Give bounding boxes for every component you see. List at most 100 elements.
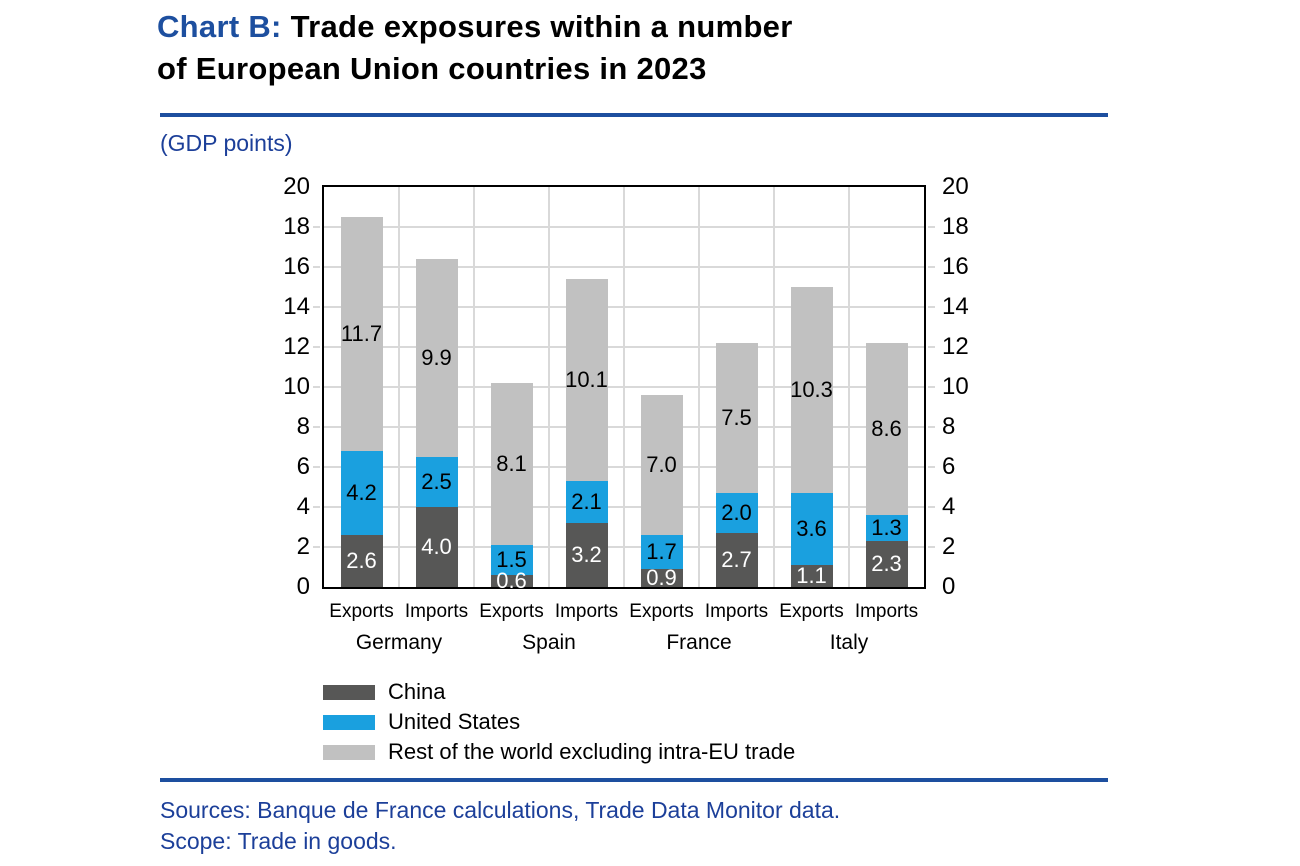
y-tick-right [928,266,935,268]
y-axis-label-left: 16 [283,253,310,280]
y-axis-label-left: 10 [283,373,310,400]
bottom-divider [160,778,1108,782]
y-axis-label-right: 2 [942,533,956,560]
legend-row: Rest of the world excluding intra-EU tra… [323,737,795,767]
x-tick-label-imports: Imports [404,601,469,622]
chart-title-line1-rest: Trade exposures within a number [281,9,793,44]
y-tick-left [313,426,320,428]
y-axis-label-right: 10 [942,373,969,400]
v-gridline [548,187,550,587]
y-axis-label-right: 20 [942,173,969,200]
legend-row: United States [323,707,795,737]
bar-segment-china [640,569,683,587]
country-label-spain: Spain [522,631,576,654]
y-axis-label-left: 0 [296,573,310,600]
y-axis-label-left: 14 [283,293,310,320]
bar-segment-rest_of_world [715,343,758,493]
value-label-rest_of_world: 7.0 [646,452,677,477]
legend-swatch-rest_of_world [323,744,375,760]
y-tick-left [313,546,320,548]
top-divider [160,113,1108,117]
bar-segment-united_states [490,545,533,575]
bar-segment-united_states [790,493,833,565]
y-axis-label-left: 2 [296,533,310,560]
value-label-rest_of_world: 10.3 [790,377,833,402]
y-axis-label-right: 4 [942,493,956,520]
value-label-china: 2.7 [721,547,752,572]
value-label-rest_of_world: 8.1 [496,451,527,476]
value-label-united_states: 4.2 [346,480,377,505]
x-tick-label-imports: Imports [854,601,919,622]
y-tick-right [928,386,935,388]
v-gridline [623,187,625,587]
chart-title-line2: of European Union countries in 2023 [157,51,707,86]
bar-segment-china [340,535,383,587]
legend-swatch-united_states [323,714,375,730]
value-label-china: 1.1 [796,563,827,588]
x-tick-label-exports: Exports [629,601,694,622]
y-tick-left [313,346,320,348]
bar-segment-china [490,575,533,587]
bar-segment-united_states [415,457,458,507]
v-gridline [773,187,775,587]
y-axis-label-right: 14 [942,293,969,320]
y-axis-label-left: 4 [296,493,310,520]
country-label-france: France [666,631,732,654]
bar-segment-rest_of_world [865,343,908,515]
value-label-china: 0.6 [496,568,527,593]
v-gridline [398,187,400,587]
y-axis-label-right: 6 [942,453,956,480]
value-label-united_states: 3.6 [796,516,827,541]
y-axis-label-right: 0 [942,573,956,600]
y-axis-label-left: 12 [283,333,310,360]
chart-title: Chart B: Trade exposures within a number… [157,6,1117,90]
x-tick-label-exports: Exports [329,601,394,622]
bar-segment-united_states [865,515,908,541]
y-tick-left [313,506,320,508]
value-label-united_states: 1.7 [646,539,677,564]
value-label-rest_of_world: 11.7 [340,321,383,346]
x-tick-label-imports: Imports [704,601,769,622]
y-tick-right [928,306,935,308]
bar-segment-rest_of_world [415,259,458,457]
scope-note: Scope: Trade in goods. [160,828,397,854]
bar-segment-china [715,533,758,587]
value-label-rest_of_world: 8.6 [871,416,902,441]
value-label-rest_of_world: 7.5 [721,405,752,430]
legend-label-china: China [388,679,446,704]
chart-legend: China United States Rest of the world excl… [323,677,795,767]
y-tick-right [928,466,935,468]
y-axis-label-right: 8 [942,413,956,440]
value-label-china: 2.3 [871,551,902,576]
bar-segment-china [565,523,608,587]
y-axis-label-right: 12 [942,333,969,360]
y-axis-label-right: 16 [942,253,969,280]
y-axis-label-left: 6 [296,453,310,480]
y-tick-left [313,266,320,268]
bar-segment-united_states [340,451,383,535]
legend-row: China [323,677,795,707]
bar-segment-china [790,565,833,587]
chart-title-prefix: Chart B: [157,9,282,44]
legend-label-united_states: United States [388,709,521,734]
value-label-china: 3.2 [571,542,602,567]
x-tick-label-exports: Exports [479,601,544,622]
value-label-china: 2.6 [346,548,377,573]
value-label-rest_of_world: 10.1 [565,367,608,392]
unit-label: (GDP points) [160,130,293,156]
legend-label-rest_of_world: Rest of the world excluding intra-EU tra… [388,739,796,764]
legend-swatch-china [323,684,375,700]
value-label-united_states: 2.0 [721,500,752,525]
value-label-united_states: 1.5 [496,547,527,572]
value-label-united_states: 2.5 [421,469,452,494]
y-tick-right [928,506,935,508]
bar-segment-rest_of_world [565,279,608,481]
value-label-united_states: 2.1 [571,489,602,514]
y-tick-left [313,466,320,468]
y-tick-left [313,386,320,388]
bar-segment-rest_of_world [490,383,533,545]
value-label-china: 0.9 [646,565,677,590]
y-axis-label-left: 8 [296,413,310,440]
value-label-rest_of_world: 9.9 [421,345,452,370]
